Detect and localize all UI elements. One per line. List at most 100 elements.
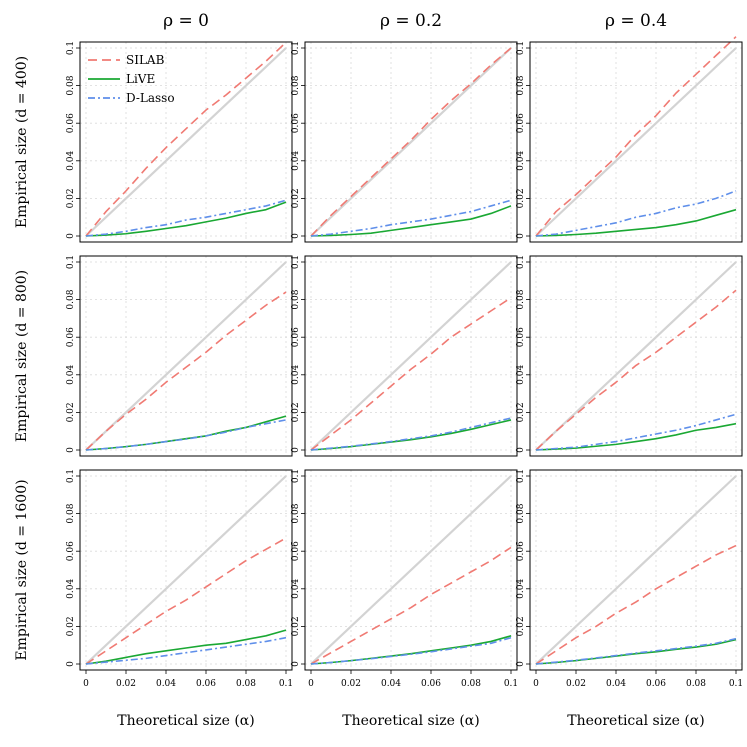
x-tick-label: 0.02 xyxy=(116,679,136,689)
y-tick-label: 0.04 xyxy=(66,151,76,171)
y-tick-label: 0.04 xyxy=(66,579,76,599)
y-tick-label: 0.1 xyxy=(516,469,526,483)
series-line-live xyxy=(85,201,287,237)
x-tick-label: 0.04 xyxy=(606,679,626,689)
y-tick-label: 0.1 xyxy=(66,469,76,483)
panel-frame xyxy=(79,255,293,457)
panel-r0-c0: 0 0.02 0.04 0.06 0.08 0.1 SILAB LiVE D-Lasso xyxy=(66,41,293,243)
legend-label: LiVE xyxy=(126,72,155,86)
x-axis-label: Theoretical size (α) xyxy=(342,713,479,729)
reference-line xyxy=(310,475,512,665)
series-line-silab xyxy=(85,41,287,237)
y-tick-label: 0 xyxy=(66,233,76,239)
x-tick-label: 0.1 xyxy=(504,679,518,689)
x-tick-label: 0 xyxy=(308,679,314,689)
y-tick-label: 0.02 xyxy=(291,188,301,208)
reference-line xyxy=(310,261,512,451)
y-tick-label: 0.02 xyxy=(66,616,76,636)
y-tick-label: 0.06 xyxy=(66,113,76,133)
y-tick-label: 0.08 xyxy=(516,75,526,95)
y-tick-label: 0.02 xyxy=(66,188,76,208)
panel-frame xyxy=(304,255,518,457)
y-tick-label: 0.08 xyxy=(291,75,301,95)
y-tick-label: 0.08 xyxy=(516,289,526,309)
y-tick-label: 0.02 xyxy=(291,616,301,636)
y-tick-label: 0.1 xyxy=(291,255,301,269)
y-tick-label: 0.1 xyxy=(291,469,301,483)
series-line-silab xyxy=(85,537,287,665)
y-tick-label: 0.04 xyxy=(291,365,301,385)
x-axis-label: Theoretical size (α) xyxy=(567,713,704,729)
x-tick-label: 0.04 xyxy=(381,679,401,689)
x-tick-label: 0.1 xyxy=(729,679,743,689)
y-tick-label: 0.02 xyxy=(516,616,526,636)
row-label: Empirical size (d = 1600) xyxy=(14,479,30,660)
x-tick-label: 0.06 xyxy=(646,679,666,689)
y-tick-label: 0.04 xyxy=(516,579,526,599)
y-tick-label: 0.1 xyxy=(291,41,301,55)
y-tick-label: 0.02 xyxy=(516,188,526,208)
reference-line xyxy=(85,261,287,451)
x-tick-label: 0.02 xyxy=(566,679,586,689)
y-tick-label: 0.06 xyxy=(66,327,76,347)
x-tick-label: 0.1 xyxy=(279,679,293,689)
legend: SILAB LiVE D-Lasso xyxy=(88,53,175,105)
y-tick-label: 0.06 xyxy=(291,113,301,133)
panel-frame xyxy=(304,41,518,243)
y-tick-label: 0.02 xyxy=(66,402,76,422)
series-line-d-lasso xyxy=(310,417,512,451)
y-tick-label: 0.08 xyxy=(291,503,301,523)
series-line-d-lasso xyxy=(85,419,287,451)
series-line-d-lasso xyxy=(535,637,737,665)
series-line-d-lasso xyxy=(535,190,737,237)
series-line-live xyxy=(85,629,287,665)
y-tick-label: 0.08 xyxy=(66,75,76,95)
y-tick-label: 0.1 xyxy=(66,41,76,55)
legend-label: D-Lasso xyxy=(126,91,175,105)
series-line-silab xyxy=(310,546,512,665)
y-tick-label: 0.1 xyxy=(516,41,526,55)
reference-line xyxy=(310,47,512,237)
series-line-silab xyxy=(310,47,512,237)
reference-line xyxy=(535,47,737,237)
y-tick-label: 0.04 xyxy=(291,579,301,599)
panel-frame xyxy=(529,41,743,243)
series-line-d-lasso xyxy=(310,199,512,237)
y-tick-label: 0.04 xyxy=(516,151,526,171)
y-tick-label: 0.04 xyxy=(66,365,76,385)
y-tick-label: 0.1 xyxy=(516,255,526,269)
y-tick-label: 0 xyxy=(516,661,526,667)
panel-r2-c1: 0 0.02 0.04 0.06 0.08 0.1 0 0.02 0.04 0.06 0.08 0.1 xyxy=(291,469,518,689)
reference-line xyxy=(535,261,737,451)
series-line-silab xyxy=(535,36,737,237)
y-tick-label: 0.08 xyxy=(66,503,76,523)
y-tick-label: 0 xyxy=(516,447,526,453)
series-line-live xyxy=(310,419,512,451)
y-tick-label: 0 xyxy=(291,233,301,239)
series-line-d-lasso xyxy=(310,636,512,665)
y-tick-label: 0 xyxy=(291,661,301,667)
panel-frame xyxy=(79,41,293,243)
y-tick-label: 0 xyxy=(66,661,76,667)
y-tick-label: 0.08 xyxy=(516,503,526,523)
y-tick-label: 0.02 xyxy=(291,402,301,422)
series-line-live xyxy=(535,422,737,451)
y-tick-label: 0 xyxy=(291,447,301,453)
y-tick-label: 0.02 xyxy=(516,402,526,422)
series-line-silab xyxy=(535,544,737,665)
y-tick-label: 0.08 xyxy=(66,289,76,309)
y-tick-label: 0.06 xyxy=(66,541,76,561)
reference-line xyxy=(85,475,287,665)
panel-r0-c2: 0 0.02 0.04 0.06 0.08 0.1 xyxy=(516,36,743,243)
y-tick-label: 0.06 xyxy=(291,327,301,347)
x-tick-label: 0.02 xyxy=(341,679,361,689)
x-axis-label: Theoretical size (α) xyxy=(117,713,254,729)
panel-r1-c0: 0 0.02 0.04 0.06 0.08 0.1 xyxy=(66,255,293,457)
x-tick-label: 0.04 xyxy=(156,679,176,689)
series-line-silab xyxy=(85,291,287,451)
reference-line xyxy=(535,475,737,665)
column-title: ρ = 0.4 xyxy=(605,11,667,31)
series-line-d-lasso xyxy=(535,413,737,451)
y-tick-label: 0.06 xyxy=(516,541,526,561)
